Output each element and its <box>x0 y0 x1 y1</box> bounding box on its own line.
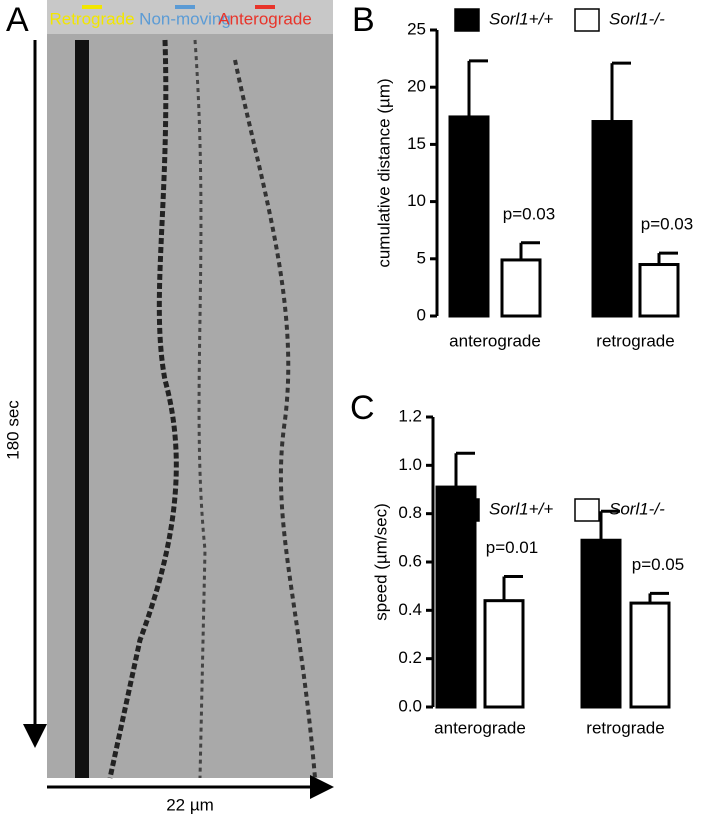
y-tick-label: 0.4 <box>398 600 422 619</box>
panel-label: C <box>350 389 375 427</box>
y-tick-label: 10 <box>407 191 426 210</box>
y-tick-label: 1.0 <box>398 455 422 474</box>
x-tick-label: anterograde <box>449 331 541 350</box>
legend-swatch <box>454 498 480 522</box>
bar <box>435 485 477 709</box>
kymograph <box>47 0 333 779</box>
track <box>193 39 207 779</box>
panel-label: B <box>352 1 375 39</box>
y-tick-label: 0.8 <box>398 503 422 522</box>
y-tick-label: 0 <box>417 305 426 324</box>
kymo-legend-label: Non-moving <box>139 9 231 28</box>
p-value: p=0.05 <box>632 555 684 574</box>
time-label: 180 sec <box>3 400 22 460</box>
legend-label: Sorl1-/- <box>609 9 665 28</box>
distance-label: 22 µm <box>166 795 214 814</box>
bar <box>483 599 525 709</box>
kymograph-image <box>47 0 333 778</box>
kymo-legend-label: Retrograde <box>49 9 134 28</box>
bar <box>591 120 633 318</box>
y-tick-label: 25 <box>407 19 426 38</box>
y-tick-label: 1.2 <box>398 406 422 425</box>
panel-label: A <box>6 1 29 39</box>
y-tick-label: 15 <box>407 134 426 153</box>
kymo-legend-label: Anterograde <box>218 9 312 28</box>
legend-swatch <box>574 498 600 522</box>
p-value: p=0.03 <box>641 215 693 234</box>
bar <box>629 601 671 709</box>
bar <box>638 263 680 318</box>
legend-label: Sorl1+/+ <box>489 499 553 518</box>
y-tick-label: 5 <box>417 248 426 267</box>
legend-label: Sorl1+/+ <box>489 9 553 28</box>
y-tick-label: 0.6 <box>398 551 422 570</box>
legend-swatch <box>454 8 480 32</box>
y-tick-label: 20 <box>407 77 426 96</box>
y-tick-label: 0.2 <box>398 648 422 667</box>
x-tick-label: anterograde <box>434 718 526 737</box>
y-axis-label: speed (µm/sec) <box>371 503 390 621</box>
x-tick-label: retrograde <box>596 331 674 350</box>
track <box>107 39 179 779</box>
legend-swatch <box>574 8 600 32</box>
bar <box>580 538 622 709</box>
bar <box>500 258 542 318</box>
p-value: p=0.03 <box>503 204 555 223</box>
legend-label: Sorl1-/- <box>609 499 665 518</box>
y-tick-label: 0.0 <box>398 696 422 715</box>
y-axis-label: cumulative distance (µm) <box>374 78 393 267</box>
bar <box>448 115 490 318</box>
p-value: p=0.01 <box>486 538 538 557</box>
x-tick-label: retrograde <box>586 718 664 737</box>
